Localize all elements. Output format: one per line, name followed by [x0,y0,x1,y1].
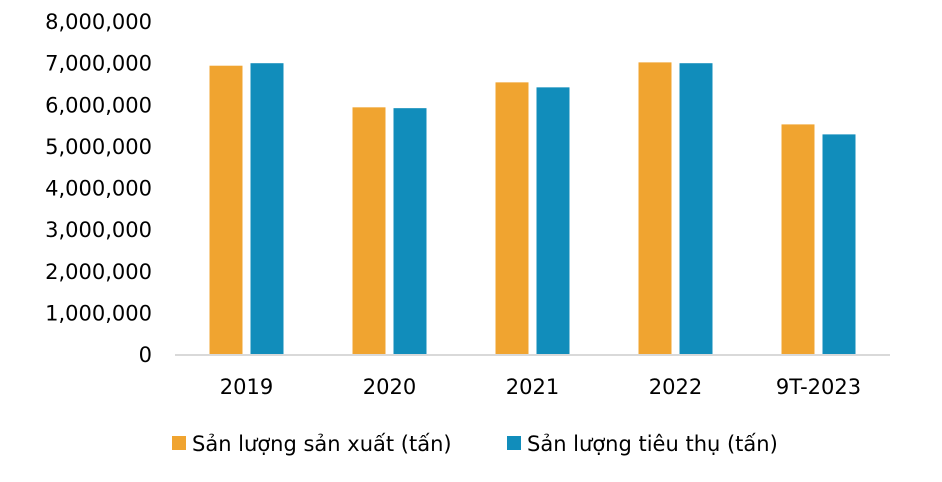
x-tick-label: 2020 [363,375,416,399]
legend-label: Sản lượng tiêu thụ (tấn) [527,432,778,456]
legend-swatch [172,436,186,450]
bar-production-2022 [638,62,672,355]
bar-consumption-2020 [393,108,427,355]
bar-production-2021 [495,82,529,355]
y-tick-label: 4,000,000 [45,177,152,201]
y-tick-label: 8,000,000 [45,10,152,34]
legend-label: Sản lượng sản xuất (tấn) [192,432,452,456]
x-tick-label: 2021 [506,375,559,399]
bars [209,62,856,356]
bar-consumption-9T-2023 [822,134,856,355]
y-tick-label: 2,000,000 [45,260,152,284]
x-tick-label: 2022 [649,375,702,399]
bar-consumption-2022 [679,63,713,356]
y-tick-label: 3,000,000 [45,218,152,242]
x-tick-label: 9T-2023 [776,375,861,399]
bar-consumption-2021 [536,87,570,355]
y-tick-label: 5,000,000 [45,135,152,159]
bar-production-2020 [352,107,386,355]
legend-swatch [507,436,521,450]
y-tick-label: 1,000,000 [45,301,152,325]
x-tick-label: 2019 [220,375,273,399]
bar-consumption-2019 [250,63,284,356]
y-tick-label: 0 [139,343,152,367]
y-tick-label: 7,000,000 [45,52,152,76]
y-axis: 0 1,000,000 2,000,000 3,000,000 4,000,000 5,0… [45,10,152,367]
y-tick-label: 6,000,000 [45,93,152,117]
bar-production-2019 [209,65,243,356]
legend: Sản lượng sản xuất (tấn) Sản lượng tiêu t… [172,432,778,456]
x-axis: 2019 2020 2021 2022 9T-2023 [220,375,861,399]
bar-production-9T-2023 [781,124,815,356]
